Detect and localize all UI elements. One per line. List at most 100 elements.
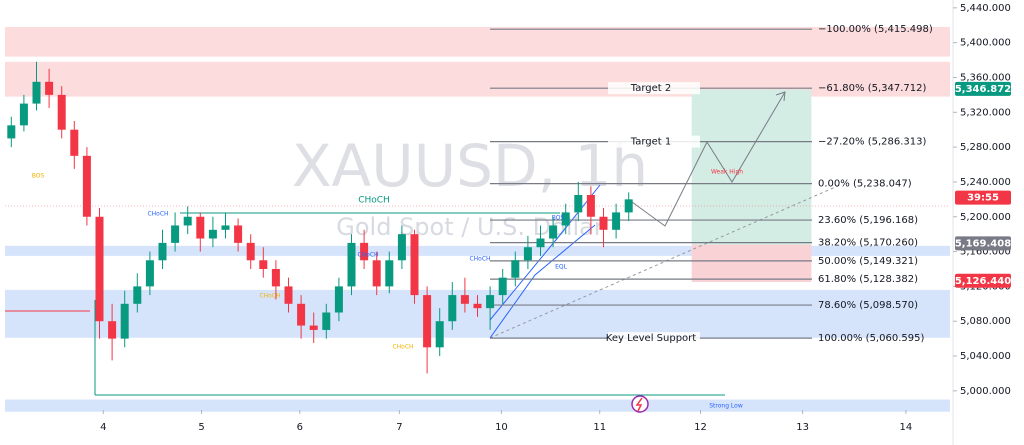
fib-label: 61.80% (5,128.382) <box>818 274 918 285</box>
x-tick-label: 4 <box>100 422 106 433</box>
candle-body <box>82 155 91 217</box>
annotation: CHoCH <box>147 211 168 218</box>
candle-body <box>423 295 432 348</box>
zone <box>5 399 950 412</box>
stop-box <box>691 244 812 283</box>
candle-body <box>385 260 394 287</box>
candle-body <box>32 81 41 104</box>
fib-label: −27.20% (5,286.313) <box>818 137 926 148</box>
fib-label: 23.60% (5,196.168) <box>818 215 918 226</box>
fib-label: −100.00% (5,415.498) <box>818 24 933 35</box>
candle-body <box>334 286 343 313</box>
candle-body <box>599 216 608 230</box>
fib-label: 0.00% (5,238.047) <box>818 179 912 190</box>
candle-body <box>586 194 595 217</box>
candle-body <box>196 216 205 239</box>
candle-body <box>372 260 381 287</box>
fib-name-bg <box>608 82 700 95</box>
candle-body <box>448 295 457 322</box>
fib-label: 78.60% (5,098.570) <box>818 300 918 311</box>
fib-name: Target 2 <box>630 83 671 94</box>
fib-name-bg <box>608 135 700 148</box>
channel <box>489 224 596 339</box>
annotation: Weak High <box>711 169 743 176</box>
fib-name: Target 1 <box>630 137 671 148</box>
y-tick-label: 5,200.000 <box>960 212 1011 223</box>
candle-body <box>271 268 280 287</box>
candle-body <box>486 295 495 309</box>
price-tag-label: 5,126.440 <box>955 276 1011 287</box>
candle-body <box>234 225 243 243</box>
candle-body <box>158 242 167 261</box>
annotation: BOS <box>32 173 45 180</box>
candle-body <box>221 225 230 230</box>
y-tick-label: 5,400.000 <box>960 38 1011 49</box>
projection-arrow <box>775 91 786 102</box>
annotation: CHoCH <box>259 293 280 300</box>
candle-body <box>171 225 180 243</box>
fib-label: 38.20% (5,170.260) <box>818 238 918 249</box>
price-tag-label: 5,169.408 <box>955 238 1011 249</box>
candle-body <box>561 212 570 226</box>
candle-body <box>246 242 255 261</box>
candle-body <box>397 234 406 261</box>
annotation: CHoCH <box>392 344 413 351</box>
candle-body <box>511 260 520 278</box>
candle-body <box>108 321 117 339</box>
channel <box>489 184 601 321</box>
target-box <box>691 89 812 245</box>
x-tick-label: 6 <box>297 422 303 433</box>
candle-body <box>57 94 66 130</box>
x-tick-label: 10 <box>495 422 508 433</box>
fib-label: 100.00% (5,060.595) <box>818 333 924 344</box>
candle-body <box>297 303 306 326</box>
y-tick-label: 5,000.000 <box>960 386 1011 397</box>
zone <box>5 245 950 256</box>
candle-body <box>284 286 293 304</box>
annotation: CHoCH <box>357 252 378 259</box>
price-tag <box>955 236 1011 251</box>
candle-body <box>70 129 79 156</box>
candle-body <box>19 103 28 126</box>
watermark-title: XAUUSD, 1h <box>292 132 648 200</box>
price-tag <box>955 273 1011 288</box>
fib-label: −61.80% (5,347.712) <box>818 83 926 94</box>
candle-body <box>612 212 621 230</box>
y-tick-label: 5,440.000 <box>960 3 1011 14</box>
event-bolt <box>635 397 643 412</box>
x-tick-label: 12 <box>694 422 707 433</box>
y-tick-label: 5,080.000 <box>960 316 1011 327</box>
candle-body <box>120 303 129 339</box>
candle-body <box>536 238 545 248</box>
candle-body <box>208 229 217 239</box>
y-tick-label: 5,160.000 <box>960 247 1011 258</box>
annotation: Strong Low <box>709 403 743 410</box>
price-tag <box>955 190 1011 205</box>
candle-body <box>523 247 532 261</box>
candle-body <box>133 286 142 304</box>
candle-body <box>347 242 356 287</box>
candle-body <box>95 216 104 322</box>
y-tick-label: 5,040.000 <box>960 351 1011 362</box>
candle-body <box>7 125 16 139</box>
candle-body <box>145 260 154 287</box>
candle-body <box>259 260 268 269</box>
price-tag-label: 5,346.872 <box>955 84 1011 95</box>
x-tick-label: 11 <box>593 422 606 433</box>
y-tick-label: 5,360.000 <box>960 72 1011 83</box>
candle-body <box>460 295 469 304</box>
candle-body <box>322 312 331 330</box>
candle-body <box>45 81 54 95</box>
annotation: CHoCH <box>358 196 390 206</box>
annotation: CHoCH <box>469 256 490 263</box>
y-tick-label: 5,280.000 <box>960 142 1011 153</box>
price-tag <box>955 81 1011 96</box>
candle-body <box>624 199 633 213</box>
annotation: BOS <box>552 215 565 222</box>
candle-body <box>410 234 419 296</box>
price-tag-label: 39:55 <box>967 193 999 204</box>
zone <box>5 26 950 57</box>
candle-body <box>498 277 507 296</box>
